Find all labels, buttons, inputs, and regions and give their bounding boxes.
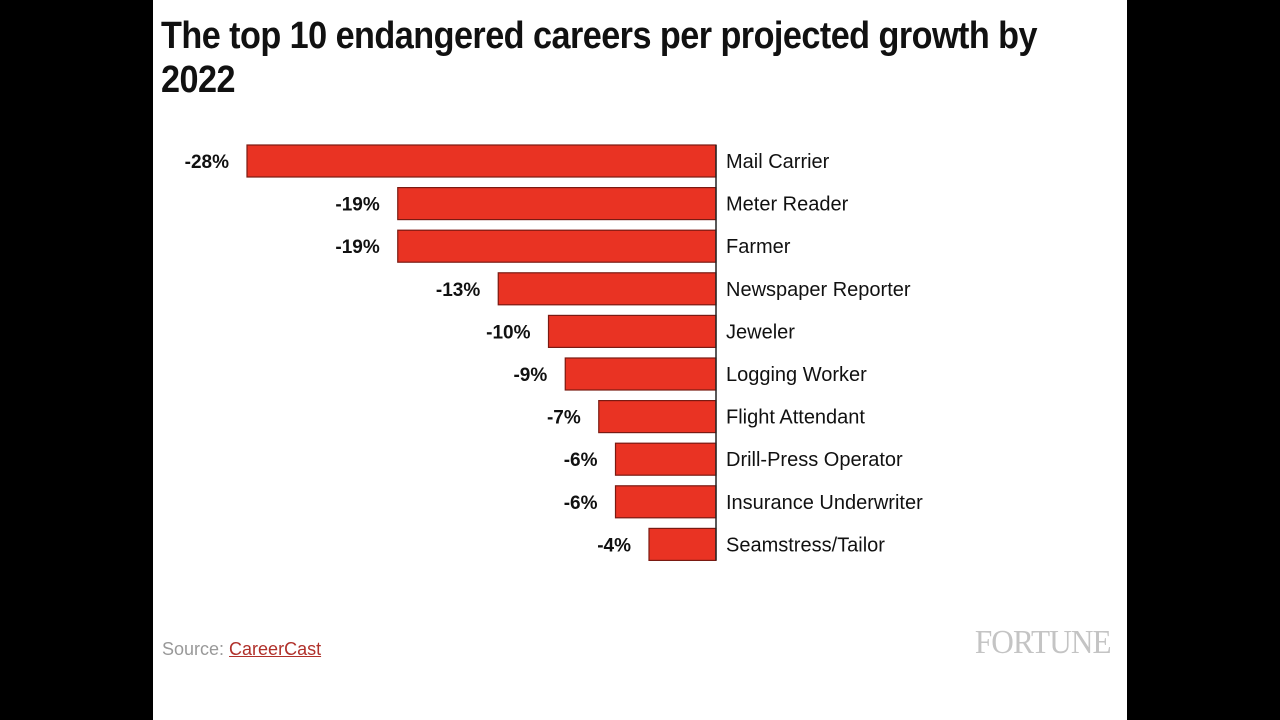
value-label: -13% (436, 280, 480, 301)
source-link[interactable]: CareerCast (229, 639, 322, 659)
value-label: -10% (486, 322, 530, 343)
bar-mail-carrier (246, 144, 717, 178)
category-label: Jeweler (726, 321, 795, 343)
source-note: Source: CareerCast (162, 639, 321, 660)
category-label: Newspaper Reporter (726, 279, 911, 301)
category-label: Flight Attendant (726, 407, 865, 429)
category-label: Logging Worker (726, 364, 867, 386)
value-label: -6% (564, 493, 598, 514)
category-label: Mail Carrier (726, 151, 830, 173)
bar-seamstress-tailor (648, 527, 717, 562)
bar-drill-press-operator (614, 442, 717, 476)
bar-jeweler (547, 314, 717, 348)
value-label: -7% (547, 408, 581, 429)
value-label: -4% (597, 535, 631, 556)
value-label: -6% (564, 450, 598, 471)
value-label: -19% (335, 237, 379, 258)
source-prefix: Source: (162, 639, 230, 659)
category-label: Meter Reader (726, 194, 849, 216)
bar-insurance-underwriter (614, 485, 717, 519)
value-label: -9% (513, 365, 547, 386)
category-label: Insurance Underwriter (726, 492, 923, 514)
value-label: -19% (335, 195, 379, 216)
bar-newspaper-reporter (497, 272, 717, 306)
fortune-logo: FORTUNE (975, 624, 1112, 661)
category-label: Farmer (726, 236, 791, 258)
bar-logging-worker (564, 357, 717, 391)
bar-farmer (397, 229, 717, 263)
chart-panel: The top 10 endangered careers per projec… (153, 0, 1127, 720)
value-label: -28% (185, 152, 229, 173)
category-label: Drill-Press Operator (726, 449, 903, 471)
bar-meter-reader (397, 187, 717, 221)
chart-title: The top 10 endangered careers per projec… (161, 15, 1038, 101)
category-label: Seamstress/Tailor (726, 534, 885, 556)
bar-chart: -28% Mail Carrier -19% Meter Reader -19% Farm… (185, 144, 923, 562)
bar-flight-attendant (598, 400, 717, 434)
